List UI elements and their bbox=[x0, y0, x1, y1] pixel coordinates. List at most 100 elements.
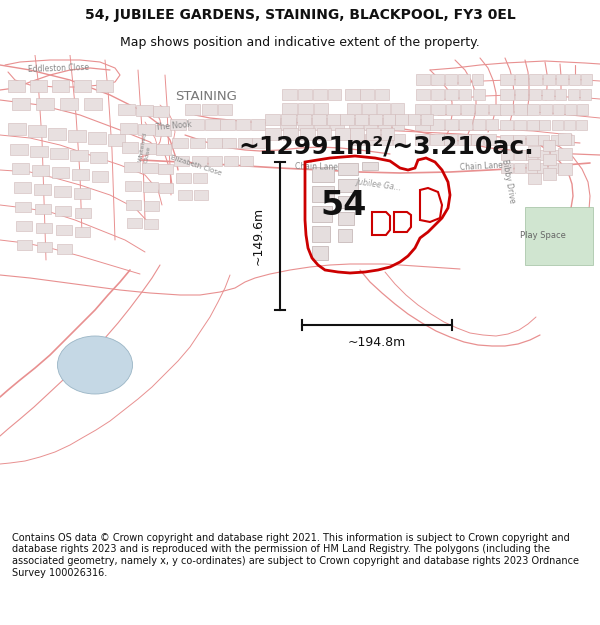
Bar bbox=[349, 118, 363, 130]
Bar bbox=[484, 134, 496, 145]
Bar bbox=[556, 74, 568, 85]
Bar bbox=[144, 201, 159, 211]
Text: Map shows position and indicative extent of the property.: Map shows position and indicative extent… bbox=[120, 36, 480, 49]
Bar bbox=[312, 167, 334, 182]
Bar bbox=[15, 202, 31, 212]
Bar bbox=[529, 74, 542, 85]
Bar bbox=[568, 89, 579, 100]
Bar bbox=[328, 89, 341, 100]
Bar bbox=[172, 138, 188, 148]
Bar bbox=[50, 148, 68, 159]
Bar bbox=[580, 89, 591, 100]
Bar bbox=[298, 118, 313, 130]
Bar bbox=[32, 165, 49, 176]
Bar bbox=[514, 120, 526, 130]
Bar bbox=[431, 104, 445, 115]
Bar bbox=[170, 119, 186, 130]
Bar bbox=[35, 204, 51, 214]
Bar bbox=[34, 184, 51, 195]
Bar bbox=[501, 150, 513, 160]
Bar bbox=[30, 80, 47, 92]
Bar bbox=[473, 89, 485, 100]
Bar bbox=[347, 103, 361, 115]
Bar bbox=[70, 150, 88, 161]
Bar bbox=[350, 128, 364, 140]
Bar bbox=[57, 244, 72, 254]
Bar bbox=[500, 104, 513, 115]
Bar bbox=[528, 173, 541, 184]
Bar bbox=[238, 138, 252, 148]
Bar bbox=[391, 103, 404, 115]
Bar bbox=[60, 98, 78, 110]
Bar bbox=[445, 119, 458, 130]
Bar bbox=[313, 89, 327, 100]
Bar bbox=[281, 114, 296, 125]
Bar bbox=[265, 128, 281, 140]
Text: ~12991m²/~3.210ac.: ~12991m²/~3.210ac. bbox=[238, 135, 533, 159]
Bar bbox=[122, 142, 138, 153]
Bar bbox=[565, 104, 576, 115]
Bar bbox=[207, 138, 222, 148]
Bar bbox=[576, 120, 587, 130]
Bar bbox=[127, 218, 142, 228]
Text: Elizabeth Close: Elizabeth Close bbox=[170, 154, 223, 176]
Bar bbox=[338, 179, 358, 192]
Bar bbox=[514, 163, 525, 173]
Bar bbox=[74, 188, 90, 199]
Bar bbox=[543, 154, 556, 165]
Bar bbox=[298, 103, 313, 115]
Bar bbox=[327, 114, 340, 125]
Text: Whitened
Close: Whitened Close bbox=[138, 131, 154, 163]
Bar bbox=[500, 120, 513, 130]
Bar bbox=[375, 89, 389, 100]
Bar bbox=[551, 135, 562, 145]
Bar bbox=[459, 89, 471, 100]
Bar bbox=[500, 89, 514, 100]
Bar bbox=[338, 196, 356, 208]
Bar bbox=[355, 114, 368, 125]
Bar bbox=[395, 114, 408, 125]
Bar bbox=[297, 114, 311, 125]
Bar bbox=[528, 146, 540, 157]
Bar bbox=[142, 163, 158, 173]
Bar bbox=[445, 89, 458, 100]
Bar bbox=[312, 246, 328, 260]
Bar bbox=[251, 119, 265, 130]
Bar bbox=[527, 104, 539, 115]
Bar bbox=[362, 162, 378, 170]
Bar bbox=[300, 128, 315, 140]
Bar bbox=[317, 128, 331, 140]
Bar bbox=[537, 163, 547, 173]
Text: Jubilee Ga...: Jubilee Ga... bbox=[355, 177, 401, 192]
Bar bbox=[555, 89, 566, 100]
Bar bbox=[514, 150, 526, 160]
Bar bbox=[125, 181, 141, 191]
Bar bbox=[528, 159, 540, 170]
Bar bbox=[84, 98, 102, 110]
Bar bbox=[338, 163, 358, 175]
Bar bbox=[548, 163, 558, 173]
Bar bbox=[515, 74, 528, 85]
Bar bbox=[340, 114, 354, 125]
Bar bbox=[335, 128, 350, 140]
Bar bbox=[558, 163, 572, 175]
Text: Chain Lane: Chain Lane bbox=[460, 161, 503, 172]
Bar bbox=[74, 80, 91, 92]
Bar bbox=[501, 163, 513, 173]
Bar bbox=[527, 120, 539, 130]
Bar bbox=[564, 120, 575, 130]
Bar bbox=[55, 206, 71, 216]
Bar bbox=[188, 119, 204, 130]
Bar bbox=[365, 134, 378, 145]
Bar bbox=[190, 138, 205, 148]
Bar bbox=[312, 226, 330, 242]
Bar bbox=[514, 104, 527, 115]
Bar bbox=[392, 118, 404, 130]
Bar bbox=[416, 74, 430, 85]
Bar bbox=[16, 221, 32, 231]
Bar bbox=[489, 104, 501, 115]
Bar bbox=[178, 190, 192, 200]
Bar bbox=[138, 124, 155, 135]
Bar bbox=[338, 229, 352, 242]
Bar bbox=[312, 186, 334, 202]
